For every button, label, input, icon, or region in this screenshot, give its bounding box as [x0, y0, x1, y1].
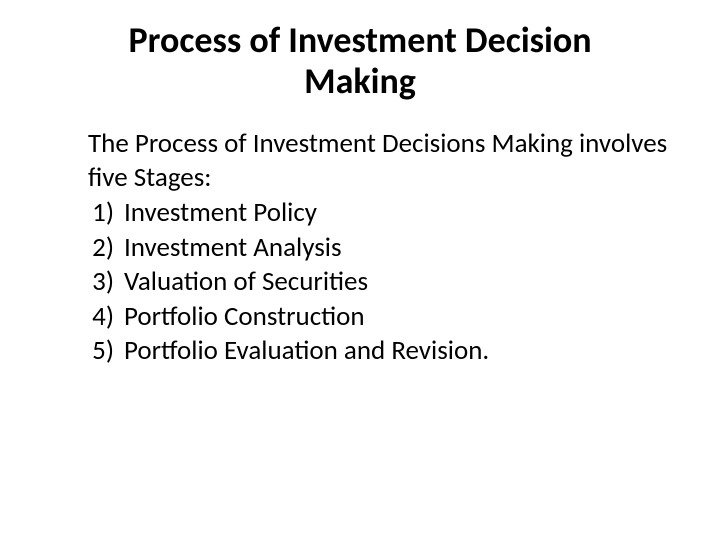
- intro-text: The Process of Investment Decisions Maki…: [88, 127, 670, 195]
- stages-list: Investment Policy Investment Analysis Va…: [88, 196, 670, 369]
- list-item: Investment Analysis: [88, 231, 670, 266]
- list-item: Portfolio Construction: [88, 300, 670, 335]
- slide-title: Process of Investment Decision Making: [50, 20, 670, 103]
- slide-content: The Process of Investment Decisions Maki…: [50, 127, 670, 369]
- list-item: Investment Policy: [88, 196, 670, 231]
- list-item: Portfolio Evaluation and Revision.: [88, 334, 670, 369]
- list-item: Valuation of Securities: [88, 265, 670, 300]
